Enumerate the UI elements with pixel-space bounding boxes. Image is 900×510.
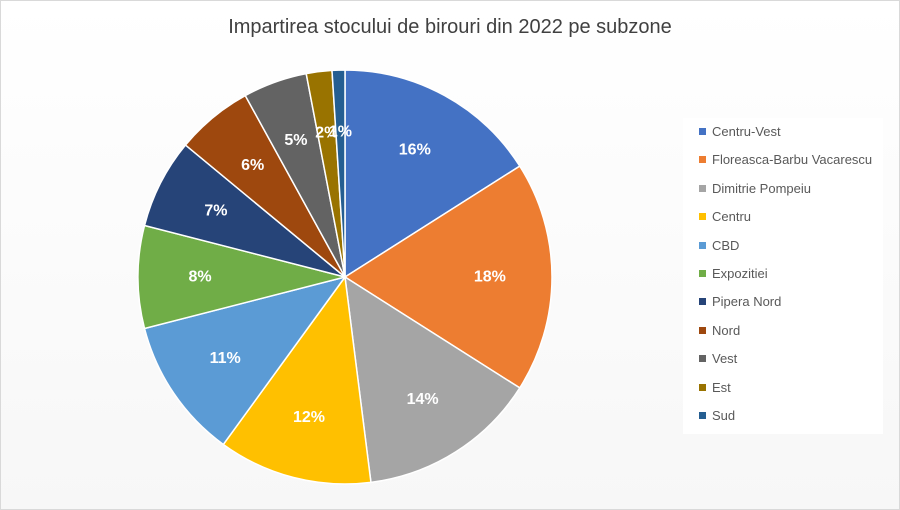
legend-swatch: [699, 326, 706, 334]
chart-legend: Centru-Vest Floreasca-Barbu Vacarescu Dimi…: [683, 118, 883, 434]
legend-label: Nord: [712, 322, 741, 338]
pie-slice-floreasca-barbu-vacarescu: [343, 165, 553, 389]
legend-label: Est: [712, 379, 731, 395]
legend-item: Centru: [699, 209, 751, 225]
legend-label: Dimitrie Pompeiu: [712, 180, 811, 196]
data-label: 16%: [399, 142, 431, 159]
legend-swatch: [699, 184, 706, 192]
pie-slice-cbd: [143, 275, 347, 446]
data-label: 2%: [315, 125, 338, 142]
legend-item: Floreasca-Barbu Vacarescu: [699, 152, 872, 168]
legend-swatch: [699, 298, 706, 306]
legend-label: CBD: [712, 237, 740, 253]
legend-item: Est: [699, 380, 731, 396]
legend-swatch: [699, 383, 706, 391]
data-label: 5%: [284, 132, 307, 149]
chart-title: Impartirea stocului de birouri din 2022 …: [228, 16, 672, 38]
legend-swatch: [699, 412, 706, 420]
legend-swatch: [699, 213, 706, 221]
pie-slice-sud: [331, 69, 346, 278]
legend-swatch: [699, 128, 706, 136]
legend-label: Pipera Nord: [712, 294, 782, 310]
data-label: 14%: [407, 391, 439, 408]
legend-item: Centru-Vest: [699, 124, 781, 140]
legend-swatch: [699, 270, 706, 278]
legend-item: Pipera Nord: [699, 294, 781, 310]
legend-item: Sud: [699, 408, 735, 424]
data-label: 12%: [293, 409, 325, 426]
legend-item: Dimitrie Pompeiu: [699, 181, 811, 197]
legend-label: Expozitiei: [712, 266, 768, 281]
data-label: 1%: [329, 124, 352, 141]
legend-swatch: [699, 241, 706, 249]
data-label: 11%: [210, 350, 241, 367]
data-label: 7%: [204, 203, 227, 220]
data-label: 8%: [189, 269, 212, 286]
pie-slice-dimitrie-pompeiu: [344, 275, 521, 484]
data-label: 18%: [474, 269, 506, 286]
legend-label: Centru: [712, 209, 752, 225]
data-label: 6%: [241, 157, 264, 174]
pie-slice-expozitiei: [137, 224, 346, 330]
legend-label: Centru-Vest: [712, 124, 781, 139]
legend-item: Nord: [699, 323, 740, 339]
legend-label: Sud: [712, 408, 736, 423]
legend-label: Vest: [712, 351, 738, 367]
legend-label: Floreasca-Barbu Vacarescu: [712, 152, 873, 168]
legend-item: Vest: [699, 351, 737, 367]
legend-item: Expozitiei: [699, 266, 768, 282]
legend-swatch: [699, 156, 706, 164]
legend-swatch: [699, 355, 706, 363]
legend-item: CBD: [699, 238, 739, 254]
pie-slice-centru-vest: [344, 69, 521, 279]
pie-slice-centru: [222, 275, 372, 485]
